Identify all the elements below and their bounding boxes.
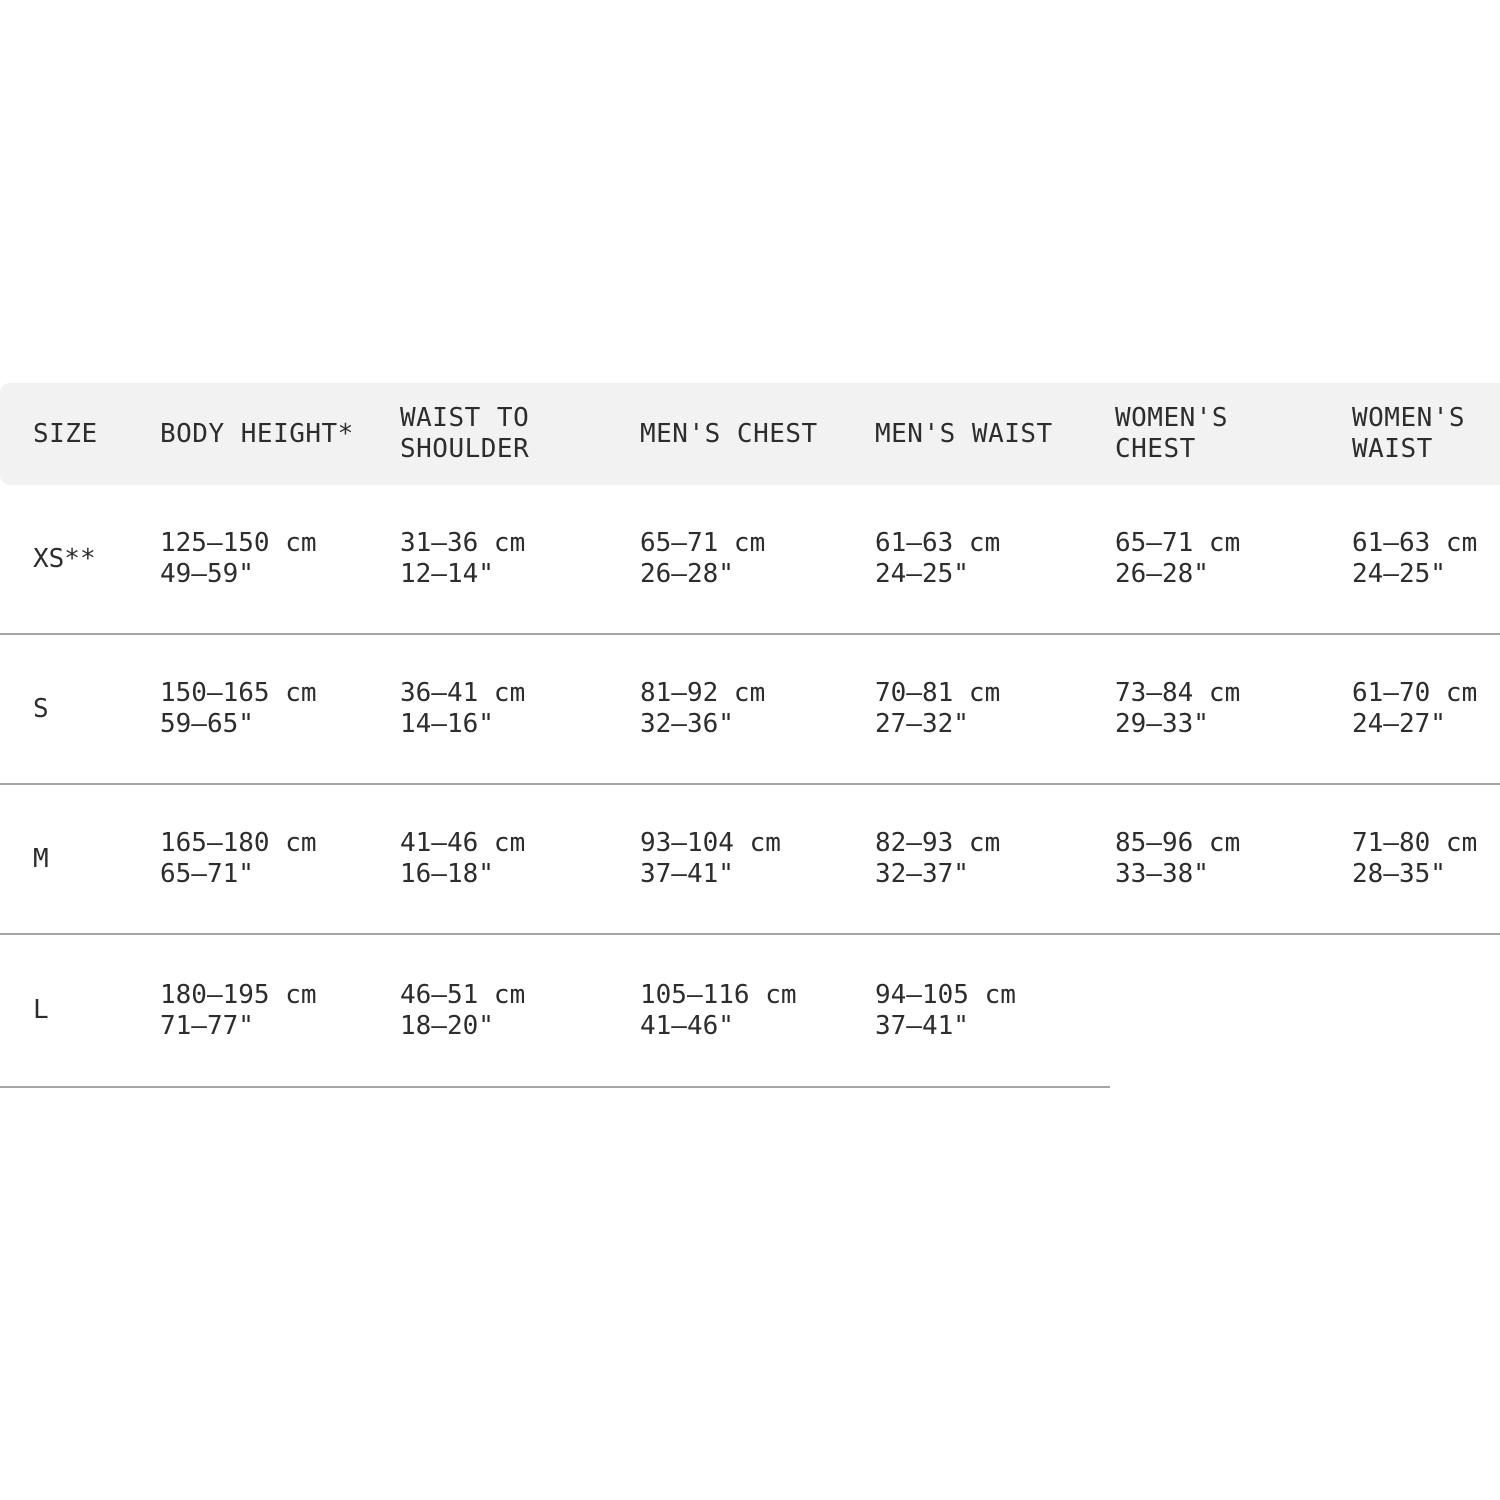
cell-body-height: 150–165 cm 59–65": [160, 678, 317, 739]
size-chart: SIZE BODY HEIGHT* WAIST TO SHOULDER MEN'…: [0, 383, 1500, 1088]
column-header-label: SIZE: [33, 418, 98, 449]
cell-womens-waist: 71–80 cm 28–35": [1352, 828, 1478, 889]
column-header-womens-waist: WOMEN'S WAIST: [1352, 403, 1500, 465]
column-header-mens-waist: MEN'S WAIST: [875, 419, 1115, 450]
table-row-xs: XS** 125–150 cm 49–59" 31–36 cm 12–14" 6…: [0, 485, 1500, 635]
column-header-label: WOMEN'S: [1115, 403, 1229, 433]
size-label: XS**: [33, 543, 96, 574]
column-header-label: MEN'S WAIST: [875, 418, 1053, 449]
cell-mens-waist: 70–81 cm 27–32": [875, 678, 1001, 739]
cell-body-height: 180–195 cm 71–77": [160, 979, 317, 1041]
column-header-label: BODY HEIGHT*: [160, 418, 354, 449]
column-header-label: MEN'S CHEST: [640, 418, 818, 449]
column-header-mens-chest: MEN'S CHEST: [640, 419, 875, 450]
size-label: M: [33, 843, 49, 874]
table-row-s: S 150–165 cm 59–65" 36–41 cm 14–16" 81–9…: [0, 635, 1500, 785]
column-header-label: WAIST TO: [400, 403, 530, 433]
cell-womens-chest: 65–71 cm 26–28": [1115, 528, 1241, 589]
column-header-waist-to-shoulder: WAIST TO SHOULDER: [400, 403, 640, 465]
column-header-body-height: BODY HEIGHT*: [160, 419, 400, 450]
column-header-label: WAIST: [1352, 434, 1433, 464]
cell-womens-waist: 61–70 cm 24–27": [1352, 678, 1478, 739]
cell-mens-chest: 65–71 cm 26–28": [640, 528, 766, 589]
cell-waist-to-shoulder: 36–41 cm 14–16": [400, 678, 526, 739]
cell-waist-to-shoulder: 46–51 cm 18–20": [400, 979, 526, 1041]
cell-waist-to-shoulder: 41–46 cm 16–18": [400, 828, 526, 889]
cell-womens-chest: 73–84 cm 29–33": [1115, 678, 1241, 739]
column-header-womens-chest: WOMEN'S CHEST: [1115, 403, 1352, 465]
column-header-label: WOMEN'S: [1352, 403, 1466, 433]
cell-mens-chest: 105–116 cm 41–46": [640, 979, 797, 1041]
cell-mens-waist: 61–63 cm 24–25": [875, 528, 1001, 589]
cell-mens-chest: 81–92 cm 32–36": [640, 678, 766, 739]
cell-body-height: 165–180 cm 65–71": [160, 828, 317, 889]
table-bottom-border: [0, 1086, 1110, 1088]
table-row-l: L 180–195 cm 71–77" 46–51 cm 18–20" 105–…: [0, 935, 1500, 1086]
cell-mens-waist: 82–93 cm 32–37": [875, 828, 1001, 889]
table-row-m: M 165–180 cm 65–71" 41–46 cm 16–18" 93–1…: [0, 785, 1500, 935]
table-header-row: SIZE BODY HEIGHT* WAIST TO SHOULDER MEN'…: [0, 383, 1500, 485]
cell-mens-chest: 93–104 cm 37–41": [640, 828, 781, 889]
column-header-size: SIZE: [33, 419, 160, 450]
cell-womens-waist: 61–63 cm 24–25": [1352, 528, 1478, 589]
size-label: L: [33, 995, 49, 1025]
cell-waist-to-shoulder: 31–36 cm 12–14": [400, 528, 526, 589]
column-header-label: SHOULDER: [400, 434, 530, 464]
cell-body-height: 125–150 cm 49–59": [160, 528, 317, 589]
column-header-label: CHEST: [1115, 434, 1196, 464]
cell-mens-waist: 94–105 cm 37–41": [875, 979, 1016, 1041]
cell-womens-chest: 85–96 cm 33–38": [1115, 828, 1241, 889]
size-label: S: [33, 693, 49, 724]
